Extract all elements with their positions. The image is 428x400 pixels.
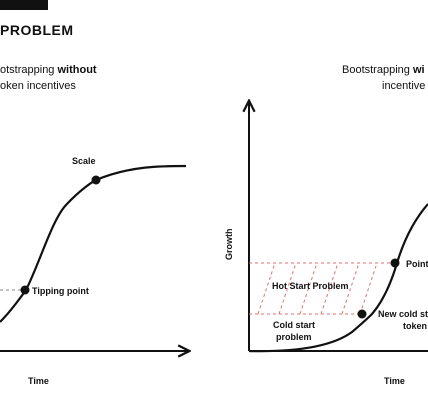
left-title-prefix: otstrapping xyxy=(0,64,58,76)
right-growth-curve xyxy=(248,203,428,353)
right-title-prefix: Bootstrapping xyxy=(342,64,413,76)
left-panel-title: otstrapping without oken incentives xyxy=(0,62,97,94)
new-cold-start-label-line1: New cold st xyxy=(378,309,428,319)
right-tipping-point xyxy=(390,258,400,268)
left-growth-curve xyxy=(0,164,187,323)
hot-start-region xyxy=(249,262,395,315)
new-cold-start-label-line2: token xyxy=(403,321,427,331)
right-diagram: Growth Hot Start Problem Cold start prob… xyxy=(224,102,428,386)
right-title-bold: wi xyxy=(412,64,425,76)
right-point-label: Point xyxy=(406,259,428,269)
right-panel-title: Bootstrapping wi incentive xyxy=(342,62,425,94)
cold-start-label-line2: problem xyxy=(276,332,312,342)
cold-start-label-line1: Cold start xyxy=(273,320,315,330)
left-scale-point xyxy=(91,175,101,185)
hot-start-label: Hot Start Problem xyxy=(272,281,349,291)
left-title-line2: oken incentives xyxy=(0,80,76,92)
right-title-line2: incentive xyxy=(382,80,426,92)
left-scale-label: Scale xyxy=(72,156,96,166)
left-diagram: Scale Tipping point Time xyxy=(0,156,188,386)
right-y-axis-label: Growth xyxy=(224,229,234,261)
header-accent-bar xyxy=(0,0,48,10)
left-tipping-point xyxy=(20,285,30,295)
left-tipping-label: Tipping point xyxy=(32,286,89,296)
right-x-axis-label: Time xyxy=(384,376,405,386)
left-x-axis-label: Time xyxy=(28,376,49,386)
left-title-bold: without xyxy=(57,64,97,76)
right-cold-start-point xyxy=(357,309,367,319)
section-title: PROBLEM xyxy=(0,22,74,38)
